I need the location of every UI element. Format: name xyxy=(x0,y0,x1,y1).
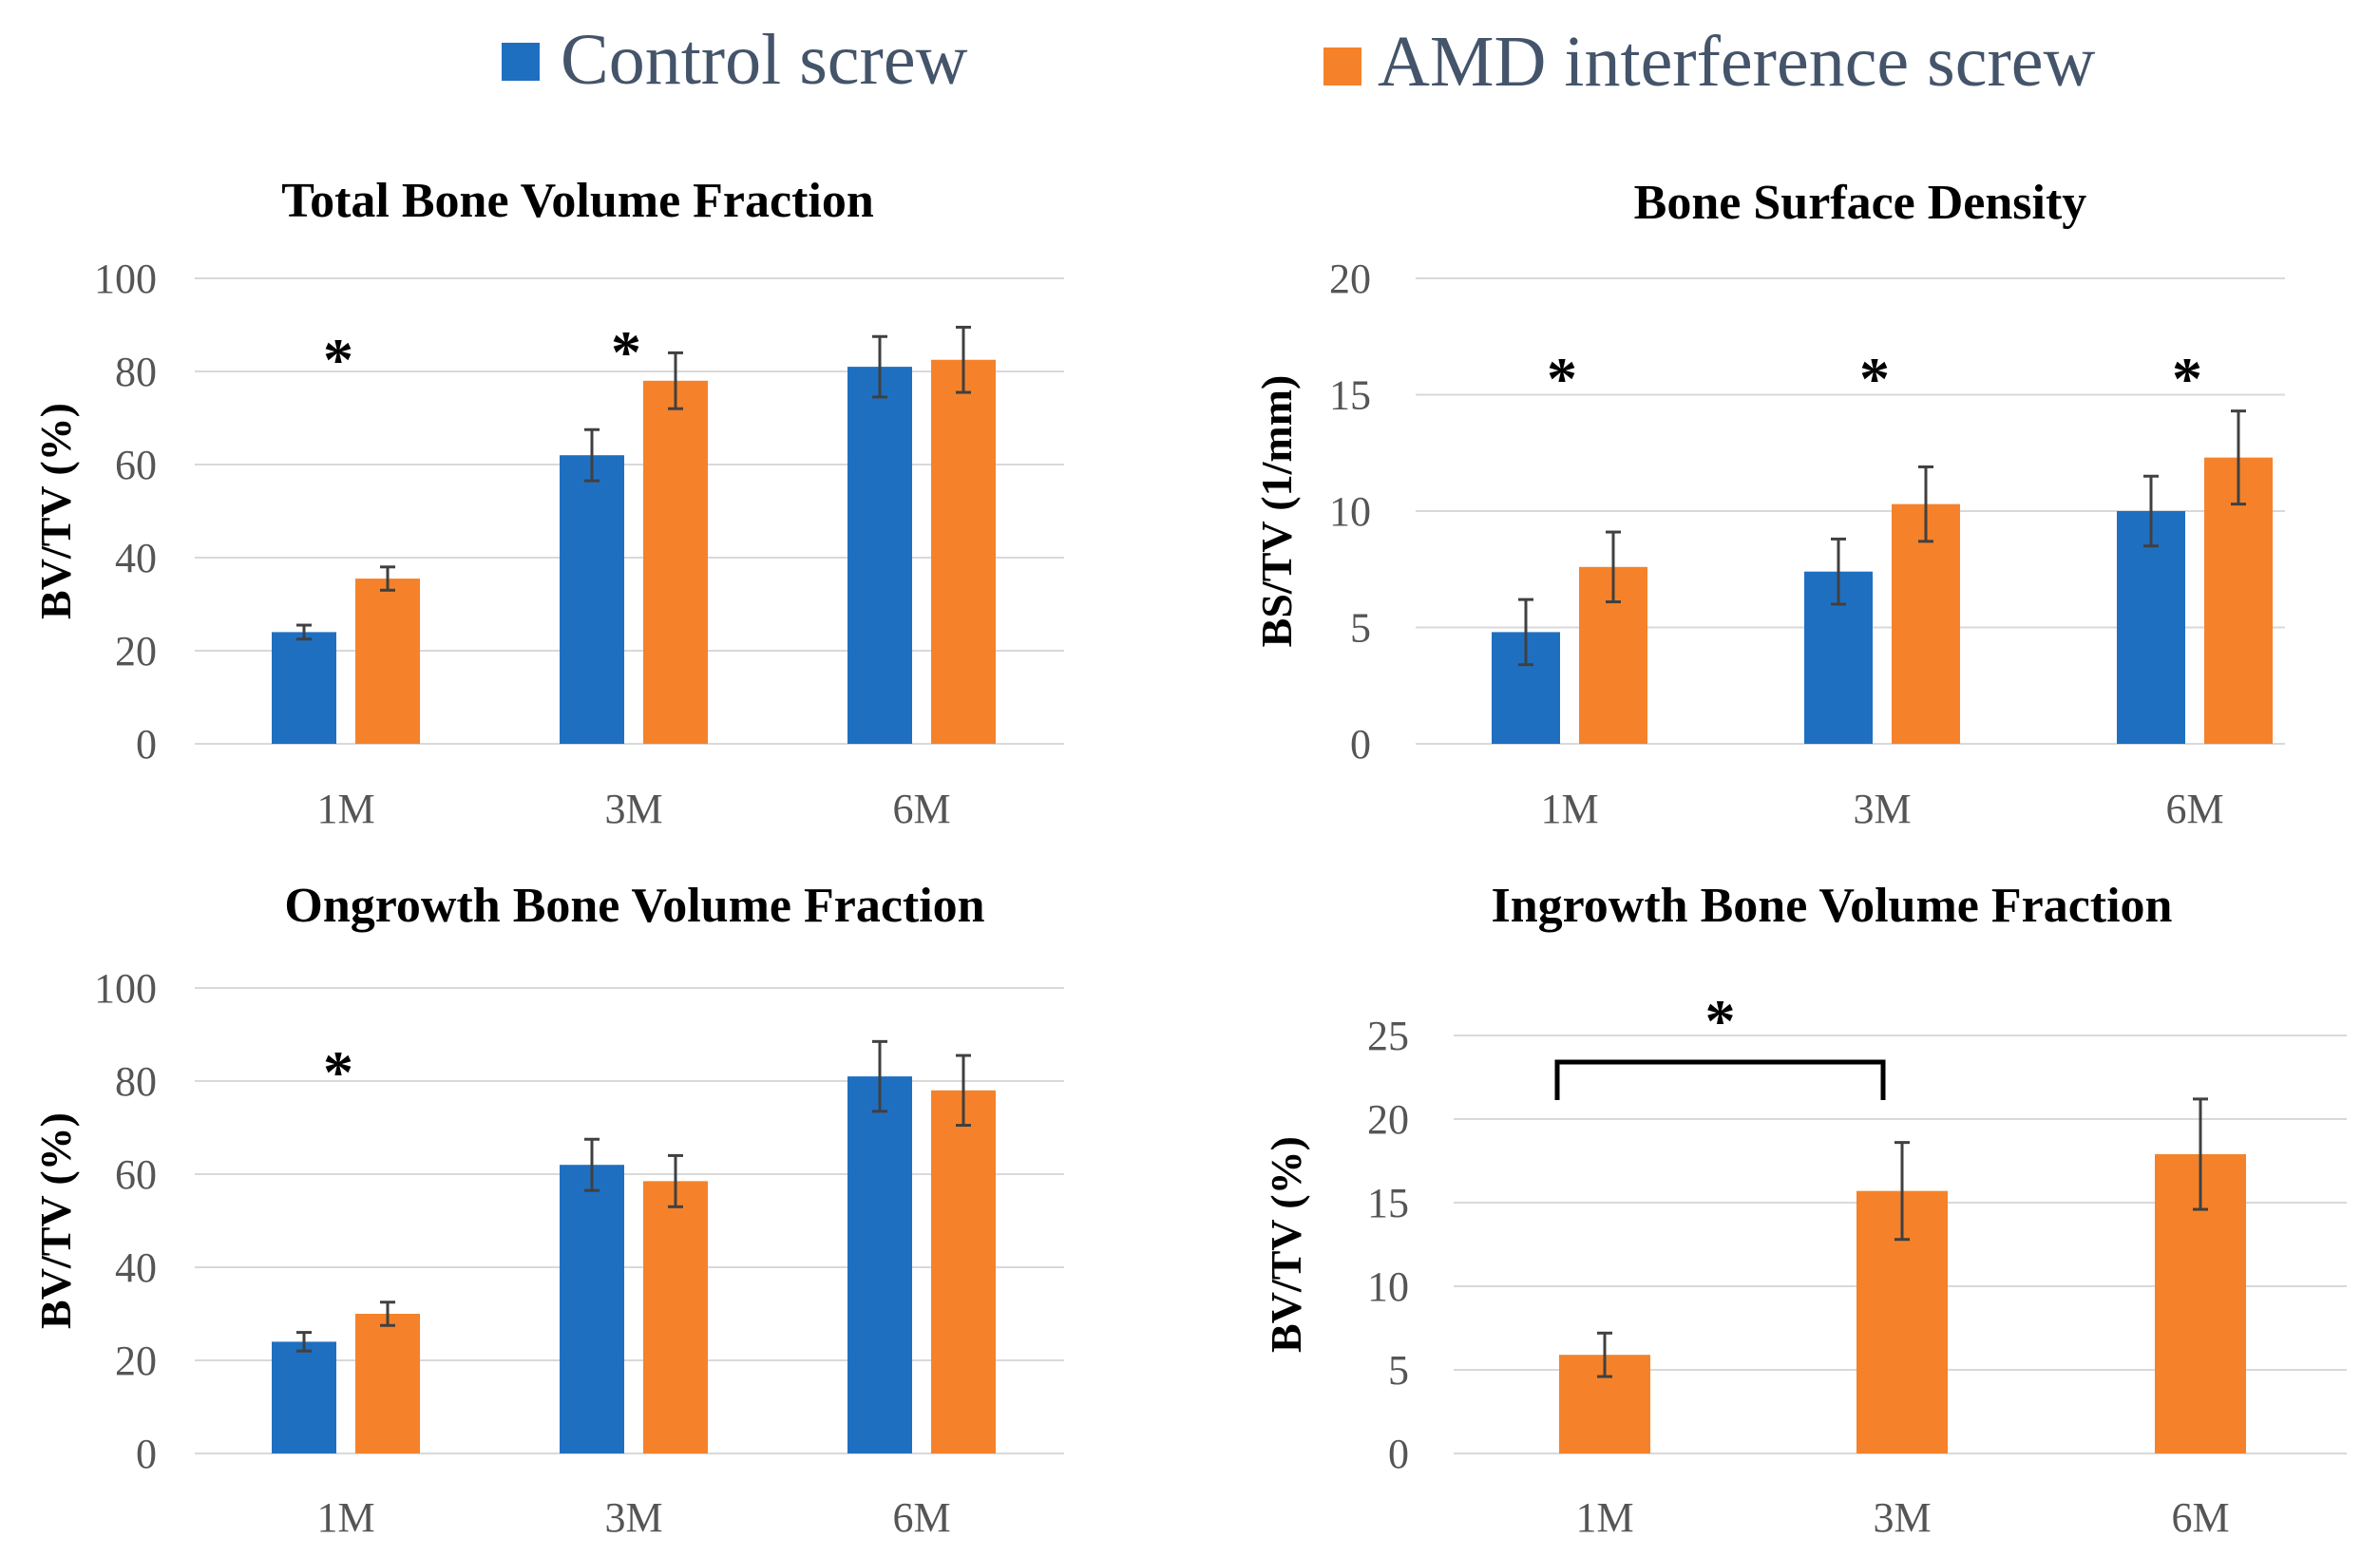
bar xyxy=(931,359,996,744)
x-tick-label: 3M xyxy=(604,786,662,832)
x-tick-label: 1M xyxy=(1540,786,1598,832)
x-tick-label: 6M xyxy=(892,786,950,832)
significance-star: * xyxy=(611,318,641,386)
legend-label-amd: AMD interference screw xyxy=(1378,22,2096,102)
y-tick-label: 0 xyxy=(136,721,157,768)
significance-star: * xyxy=(2172,345,2202,412)
y-tick-label: 5 xyxy=(1388,1347,1409,1394)
x-tick-label: 1M xyxy=(1575,1494,1633,1541)
chart-panel: Bone Surface Density BS/TV (1/mm) 0 5 10 15 20… xyxy=(1252,176,2285,832)
chart-panel: Ingrowth Bone Volume Fraction BV/TV (%) 0 5… xyxy=(1262,879,2347,1541)
legend-swatch-control xyxy=(502,43,540,81)
y-axis-label: BS/TV (1/mm) xyxy=(1252,375,1301,648)
y-tick-label: 40 xyxy=(115,1244,157,1291)
y-tick-label: 40 xyxy=(115,535,157,581)
y-tick-label: 0 xyxy=(136,1431,157,1477)
bar xyxy=(560,455,624,744)
y-tick-label: 20 xyxy=(115,1338,157,1384)
y-tick-label: 60 xyxy=(115,442,157,488)
y-axis-label: BV/TV (%) xyxy=(31,403,80,619)
y-tick-label: 100 xyxy=(94,256,157,302)
bar xyxy=(847,367,912,744)
chart-title: Total Bone Volume Fraction xyxy=(281,174,874,228)
x-tick-label: 3M xyxy=(1873,1494,1931,1541)
y-tick-label: 15 xyxy=(1367,1180,1409,1226)
y-axis-label: BV/TV (%) xyxy=(1262,1136,1310,1353)
x-tick-label: 1M xyxy=(316,1494,374,1541)
bar xyxy=(560,1165,624,1453)
bar xyxy=(272,1341,336,1453)
y-tick-label: 15 xyxy=(1329,372,1371,419)
y-tick-label: 80 xyxy=(115,1058,157,1105)
significance-bracket xyxy=(1554,1059,1886,1100)
chart-panel: Total Bone Volume Fraction BV/TV (%) 0 20 40… xyxy=(31,174,1064,832)
legend-label-control: Control screw xyxy=(561,20,968,100)
significance-star: * xyxy=(323,326,353,393)
y-tick-label: 100 xyxy=(94,965,157,1012)
bar xyxy=(643,1181,708,1453)
x-tick-label: 1M xyxy=(316,786,374,832)
legend: Control screw AMD interference screw xyxy=(502,20,2096,102)
y-tick-label: 25 xyxy=(1367,1013,1409,1059)
y-tick-label: 0 xyxy=(1388,1431,1409,1477)
x-tick-label: 3M xyxy=(604,1494,662,1541)
x-tick-label: 3M xyxy=(1853,786,1911,832)
y-tick-label: 20 xyxy=(115,628,157,674)
y-tick-label: 10 xyxy=(1329,488,1371,535)
bar xyxy=(931,1090,996,1453)
legend-item-amd: AMD interference screw xyxy=(1323,22,2096,102)
significance-star: * xyxy=(1859,345,1890,412)
chart-title: Ongrowth Bone Volume Fraction xyxy=(284,879,984,933)
significance-star: * xyxy=(1705,987,1736,1054)
y-tick-label: 80 xyxy=(115,349,157,395)
charts-container: Total Bone Volume Fraction BV/TV (%) 0 20 40… xyxy=(31,174,2347,1541)
significance-star: * xyxy=(1547,345,1577,412)
y-tick-label: 20 xyxy=(1367,1096,1409,1143)
bar xyxy=(355,579,420,744)
y-tick-label: 20 xyxy=(1329,256,1371,302)
x-tick-label: 6M xyxy=(2171,1494,2229,1541)
legend-item-control: Control screw xyxy=(502,20,968,100)
significance-star: * xyxy=(323,1038,353,1106)
bar xyxy=(643,380,708,744)
chart-title: Ingrowth Bone Volume Fraction xyxy=(1492,879,2173,933)
bar xyxy=(355,1314,420,1453)
y-tick-label: 10 xyxy=(1367,1263,1409,1310)
y-tick-label: 60 xyxy=(115,1151,157,1198)
chart-panel: Ongrowth Bone Volume Fraction BV/TV (%) 0 2… xyxy=(31,879,1064,1541)
y-tick-label: 5 xyxy=(1350,605,1371,652)
bar xyxy=(272,632,336,744)
bar xyxy=(1892,503,1960,744)
y-axis-label: BV/TV (%) xyxy=(31,1112,80,1329)
x-tick-label: 6M xyxy=(892,1494,950,1541)
bar xyxy=(2117,511,2185,744)
y-tick-label: 0 xyxy=(1350,721,1371,768)
bar xyxy=(847,1076,912,1453)
x-tick-label: 6M xyxy=(2165,786,2223,832)
chart-title: Bone Surface Density xyxy=(1634,176,2087,230)
legend-swatch-amd xyxy=(1323,47,1361,85)
